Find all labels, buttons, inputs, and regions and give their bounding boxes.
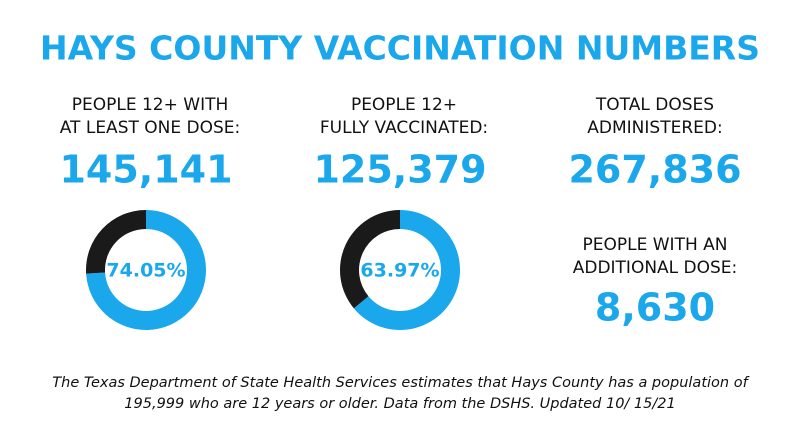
stat-label: ADDITIONAL DOSE: xyxy=(573,258,738,278)
donut-slice xyxy=(353,210,460,331)
stat-value: 8,630 xyxy=(595,286,715,330)
stat-label: AT LEAST ONE DOSE: xyxy=(60,118,241,138)
stat-value: 267,836 xyxy=(568,148,741,192)
stat-label: PEOPLE 12+ xyxy=(351,95,457,115)
donut-label: 63.97% xyxy=(360,260,439,282)
footnote: The Texas Department of State Health Ser… xyxy=(52,375,749,391)
donut-slice xyxy=(86,210,146,274)
stat-label: TOTAL DOSES xyxy=(595,95,714,115)
stat-label: FULLY VACCINATED: xyxy=(320,118,488,138)
stat-label: PEOPLE 12+ WITH xyxy=(72,95,229,115)
stat-value: 125,379 xyxy=(313,148,486,192)
stat-value: 145,141 xyxy=(59,148,232,192)
donut-slice xyxy=(340,210,400,309)
donut-label: 74.05% xyxy=(106,260,185,282)
footnote: 195,999 who are 12 years or older. Data … xyxy=(124,396,675,412)
donut-slice xyxy=(86,210,206,331)
stat-label: PEOPLE WITH AN xyxy=(583,235,728,255)
stat-label: ADMINISTERED: xyxy=(587,118,722,138)
title: HAYS COUNTY VACCINATION NUMBERS xyxy=(40,29,760,68)
